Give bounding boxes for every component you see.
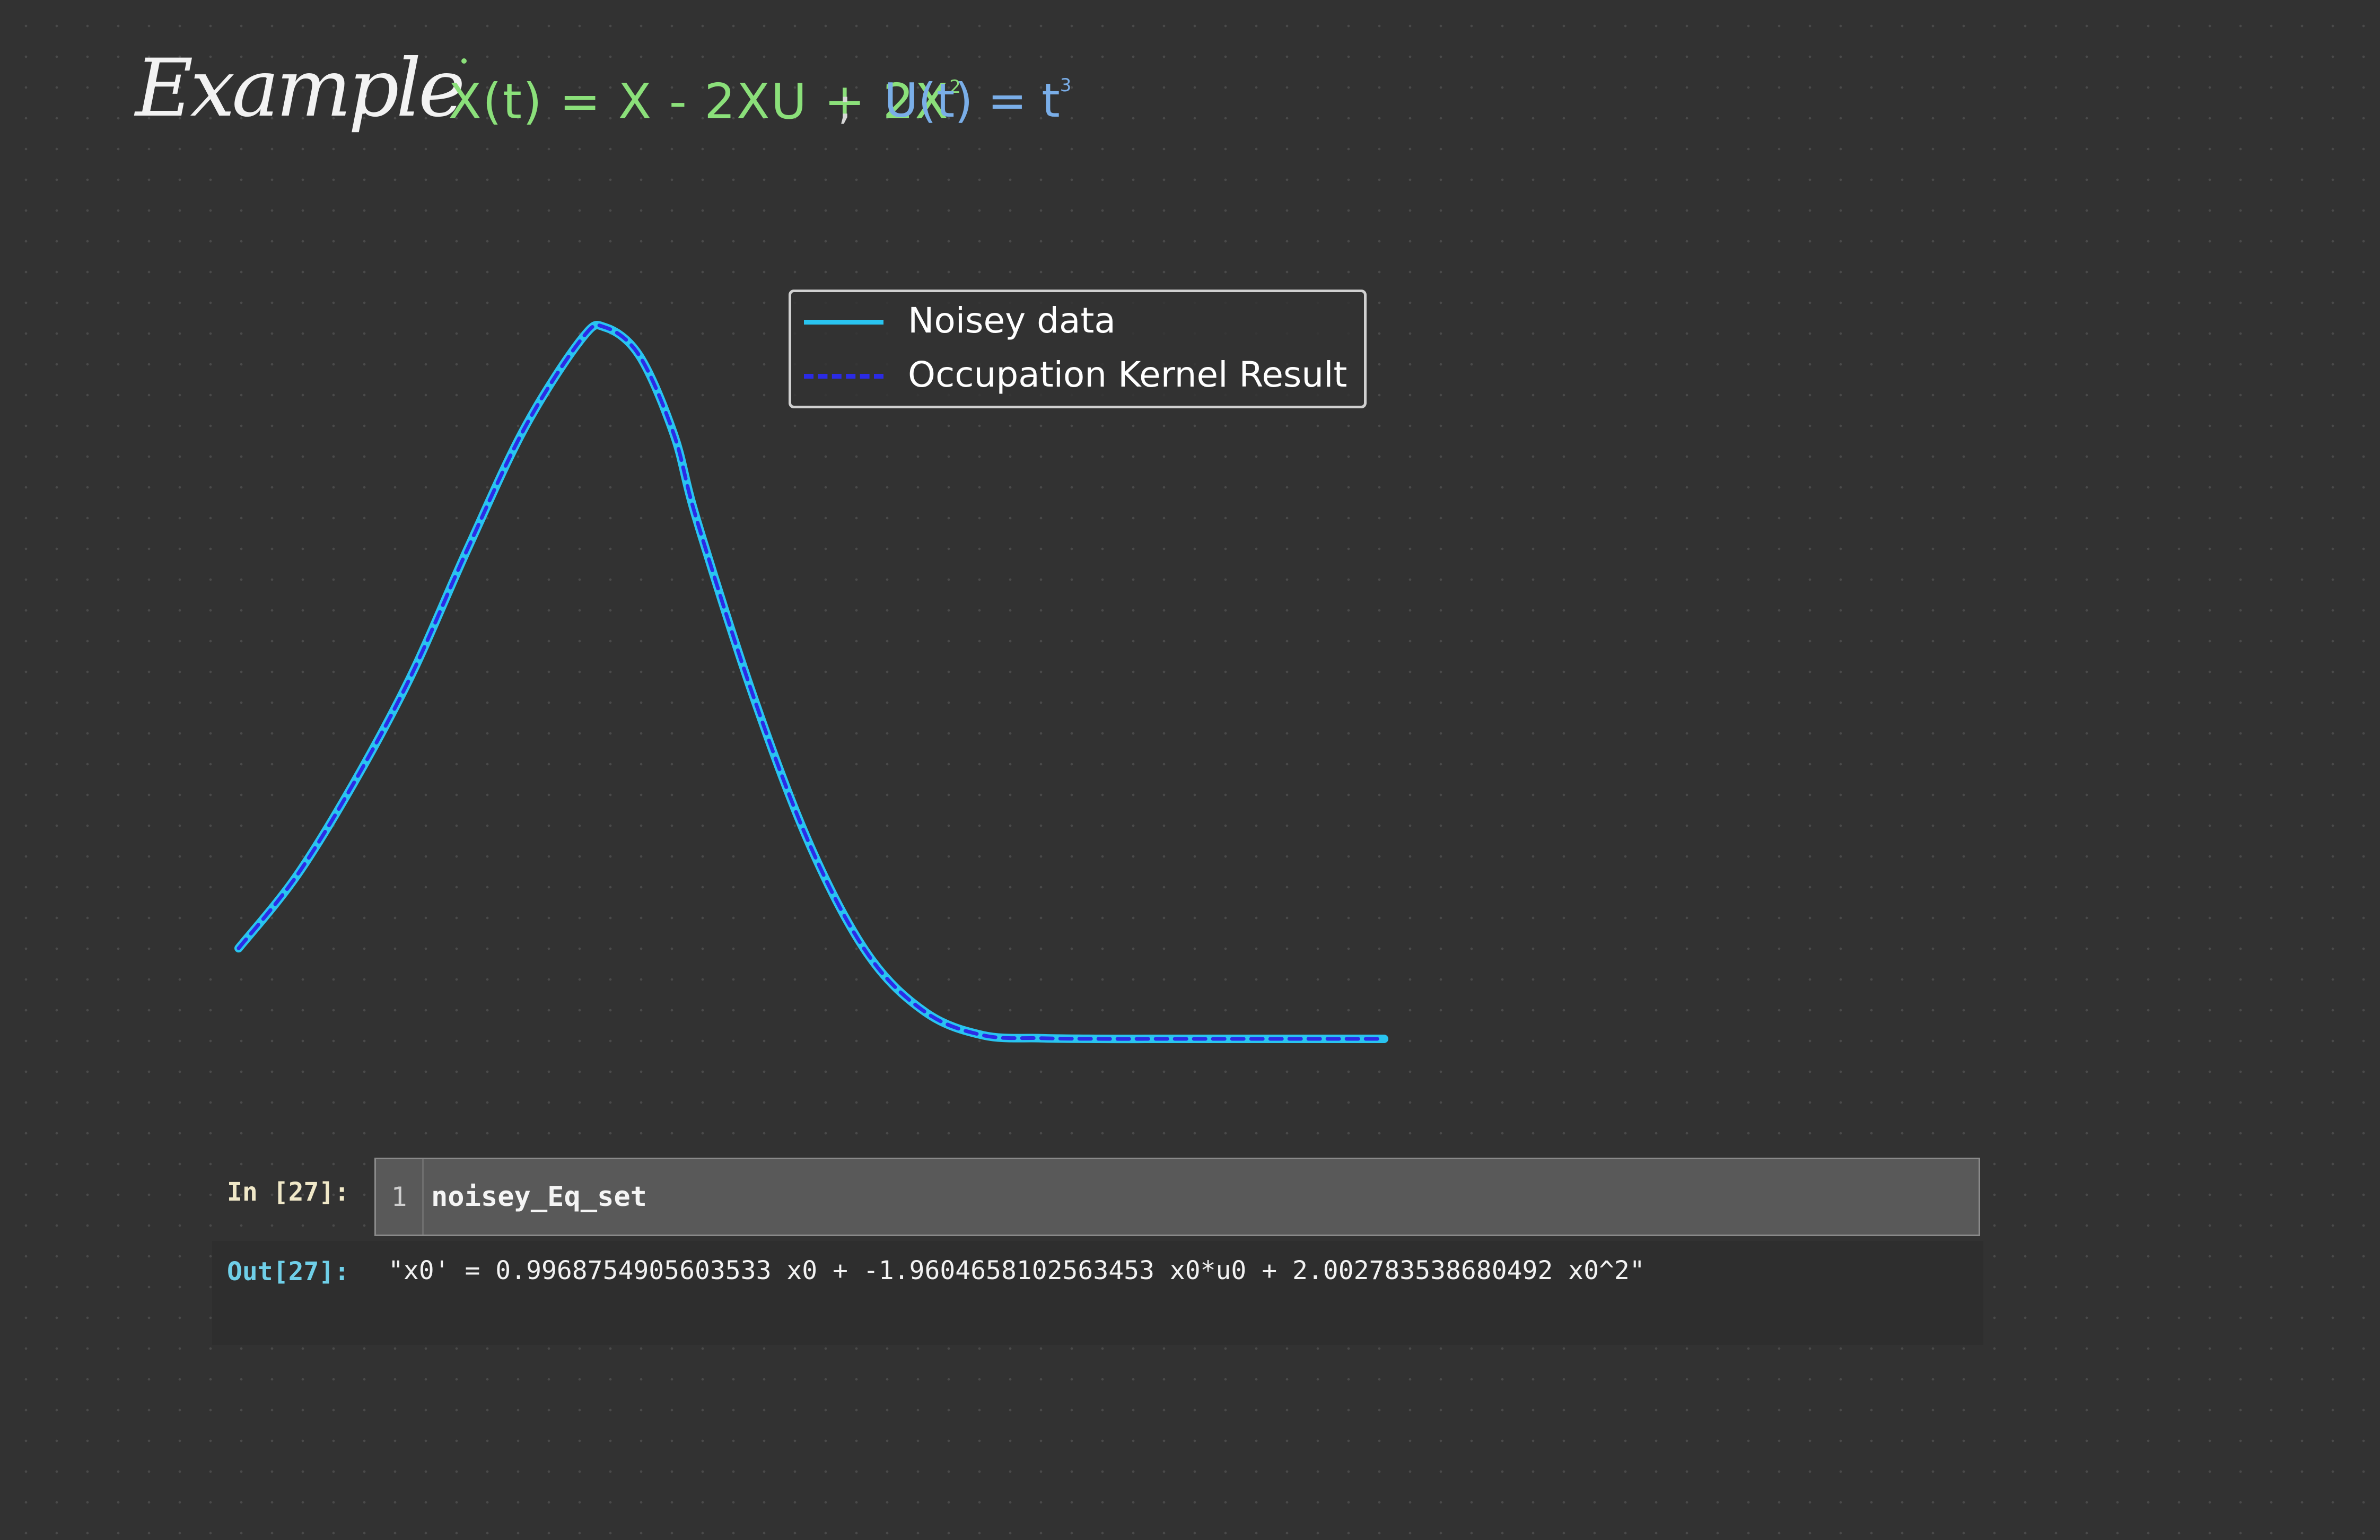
heading-example-word: Example [135,42,466,135]
code-cell-editor[interactable]: 1 noisey_Eq_set [374,1158,1980,1236]
legend-label: Noisey data [908,300,1116,341]
cell-output-text: "x0' = 0.9968754905603533 x0 + -1.960465… [388,1256,1645,1285]
ode-equation-text: X(t) = X - 2XU + 2X [448,73,950,130]
legend-entry-noisey-data: Noisey data [804,300,1355,342]
plot-legend: Noisey data Occupation Kernel Result [789,290,1367,408]
input-definition: U(t) = t3 [884,73,1071,128]
handwritten-heading: Example : X(t) = X - 2XU + 2X2 ; U(t) = … [135,32,1302,159]
legend-swatch-dashed [804,374,883,379]
legend-entry-occupation-kernel: Occupation Kernel Result [804,354,1355,396]
ode-equation: X(t) = X - 2XU + 2X2 [448,73,962,130]
cell-input-prompt: In [27]: [227,1177,350,1207]
input-definition-exponent: 3 [1060,75,1072,96]
heading-separator: ; [838,80,852,129]
heading-colon: : [355,69,372,125]
series-line-noisey-data [234,321,1388,1044]
plot-canvas [234,321,1388,1044]
ode-equation-exponent: 2 [949,76,962,98]
line-number: 1 [376,1159,424,1235]
output-area [212,1241,1983,1345]
line-plot [223,276,1400,1071]
series-line-occupation-kernel [237,323,1386,1041]
input-definition-text: U(t) = t [884,73,1060,128]
derivative-dot [461,58,467,64]
legend-swatch-solid [804,320,883,325]
code-text[interactable]: noisey_Eq_set [431,1181,647,1213]
cell-output-prompt: Out[27]: [227,1257,350,1287]
legend-label: Occupation Kernel Result [908,354,1348,395]
